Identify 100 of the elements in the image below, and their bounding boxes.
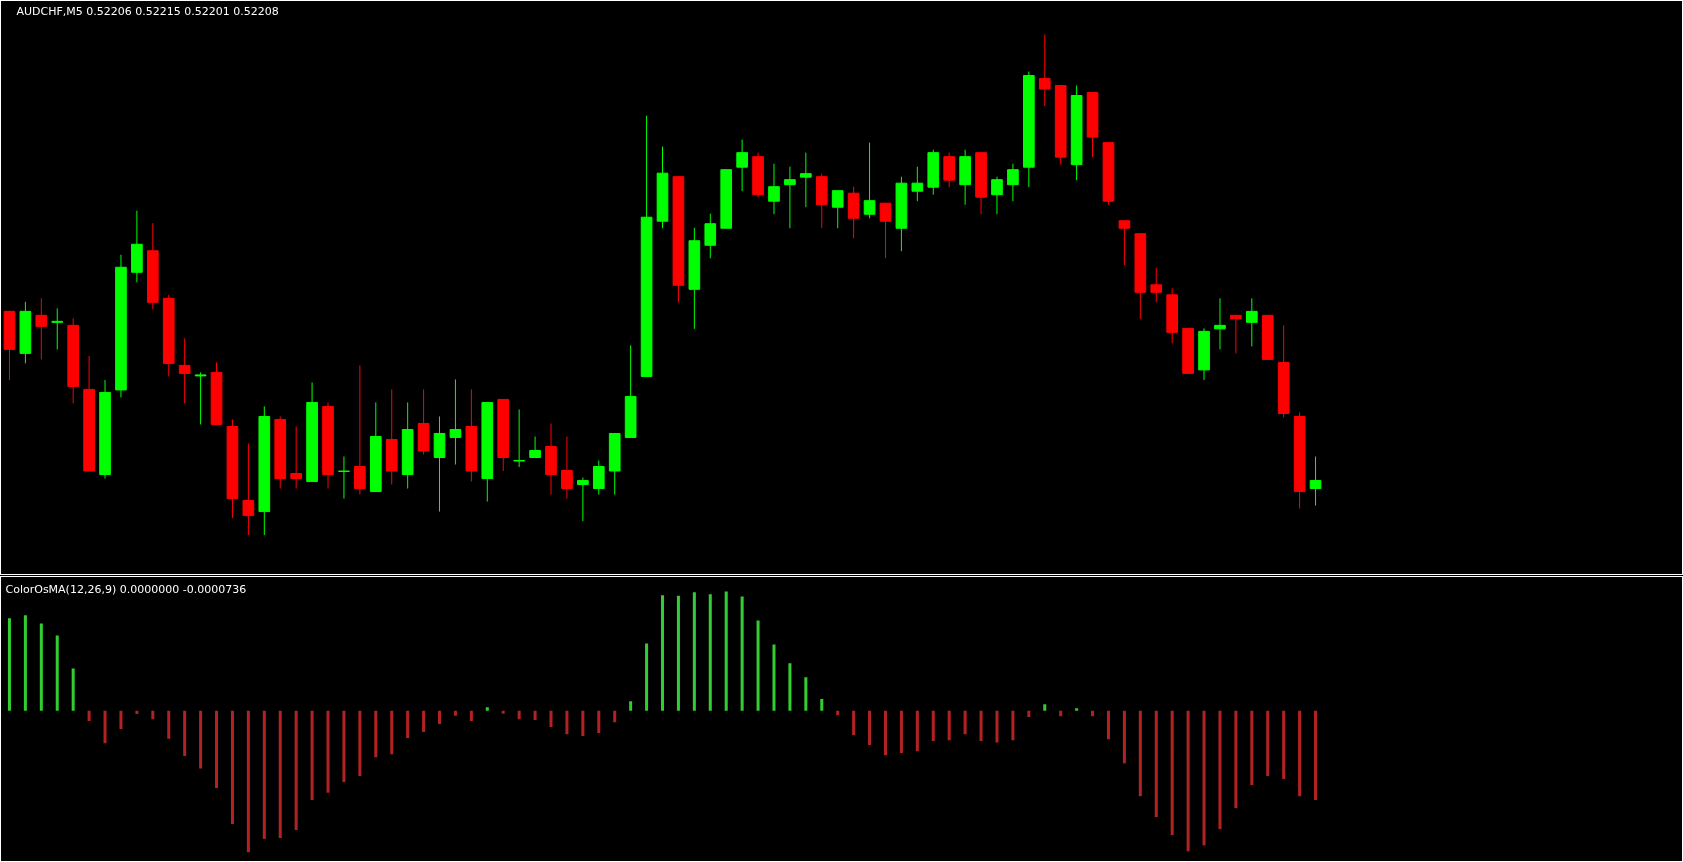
- bar: [629, 701, 633, 711]
- bar: [565, 710, 569, 735]
- bar: [804, 677, 808, 711]
- bar: [1122, 710, 1126, 764]
- bar: [645, 643, 649, 711]
- bar: [1106, 710, 1110, 740]
- bar: [119, 710, 123, 730]
- bar: [1282, 710, 1286, 780]
- bar: [1266, 710, 1270, 777]
- bar: [438, 710, 442, 724]
- candlestick: [592, 460, 605, 496]
- bar: [406, 710, 410, 738]
- bar: [469, 710, 473, 722]
- bar: [294, 710, 298, 830]
- bar: [310, 710, 314, 800]
- bar: [246, 710, 250, 853]
- candlestick: [290, 425, 302, 490]
- bar: [772, 644, 776, 711]
- bar: [1298, 710, 1302, 797]
- bar: [788, 663, 792, 711]
- bar: [708, 594, 712, 711]
- bar: [1043, 704, 1047, 711]
- candlestick: [1230, 314, 1242, 354]
- bar: [135, 710, 139, 715]
- candlestick: [704, 213, 717, 259]
- candlestick: [1245, 297, 1258, 347]
- candlestick: [736, 139, 748, 192]
- bar: [947, 710, 951, 741]
- bar: [7, 618, 11, 711]
- bar: [581, 710, 585, 736]
- candlestick: [513, 408, 525, 468]
- bar: [549, 710, 553, 727]
- bar: [740, 596, 744, 711]
- candlestick: [194, 371, 207, 425]
- bar: [167, 710, 171, 739]
- candlestick: [863, 142, 876, 219]
- bar: [39, 623, 43, 711]
- chart-title: AUDCHF,M5 0.52206 0.52215 0.52201 0.52208: [16, 4, 279, 18]
- bar: [485, 707, 489, 711]
- bar: [87, 710, 91, 722]
- bar: [931, 710, 935, 742]
- candlestick: [879, 202, 892, 259]
- bar: [71, 668, 75, 711]
- bar: [995, 710, 999, 743]
- bar: [533, 710, 537, 721]
- bar: [597, 710, 601, 733]
- bar: [183, 710, 187, 756]
- bar: [756, 620, 760, 711]
- candlestick: [35, 297, 48, 360]
- bar: [868, 710, 872, 745]
- bar: [230, 710, 234, 825]
- bar: [23, 615, 27, 711]
- candlestick: [561, 435, 573, 500]
- bar: [422, 710, 426, 733]
- bar: [883, 710, 887, 756]
- bar: [501, 710, 505, 714]
- bar: [979, 710, 983, 742]
- candlestick: [338, 456, 350, 500]
- candlestick: [449, 378, 462, 466]
- candlestick: [1118, 220, 1131, 266]
- bar: [199, 710, 203, 769]
- bar: [262, 710, 266, 839]
- bar: [820, 699, 824, 711]
- bar: [1075, 708, 1079, 711]
- bar: [660, 595, 665, 711]
- candlestick: [784, 166, 796, 229]
- candlestick: [768, 163, 780, 215]
- bar: [676, 595, 680, 711]
- candlestick: [1150, 267, 1163, 303]
- candlestick: [178, 337, 191, 404]
- candlestick: [1214, 297, 1226, 350]
- candlestick: [1007, 163, 1019, 202]
- candlestick: [943, 152, 956, 188]
- bar: [278, 710, 282, 839]
- bar: [358, 710, 362, 777]
- bar: [1218, 710, 1222, 830]
- bar: [374, 710, 378, 758]
- candlestick: [991, 176, 1003, 215]
- candlestick: [831, 190, 844, 229]
- candlestick: [800, 152, 812, 208]
- candlestick: [1309, 456, 1322, 507]
- bar: [1202, 710, 1206, 846]
- candlestick: [529, 435, 541, 459]
- bar: [55, 635, 59, 711]
- candlestick: [242, 442, 255, 536]
- bar: [1170, 710, 1174, 836]
- chart-title: ColorOsMA(12,26,9) 0.0000000 -0.0000736: [5, 582, 247, 596]
- bar: [613, 710, 617, 723]
- bar: [899, 710, 903, 753]
- bar: [915, 710, 919, 752]
- bar: [390, 710, 394, 755]
- bar: [103, 710, 107, 744]
- bar: [852, 710, 856, 736]
- bar: [453, 710, 457, 716]
- bar: [1027, 710, 1031, 718]
- bar: [215, 710, 219, 789]
- bar: [151, 710, 155, 720]
- bar: [724, 591, 728, 711]
- candlestick: [354, 364, 366, 496]
- bar: [1234, 710, 1238, 809]
